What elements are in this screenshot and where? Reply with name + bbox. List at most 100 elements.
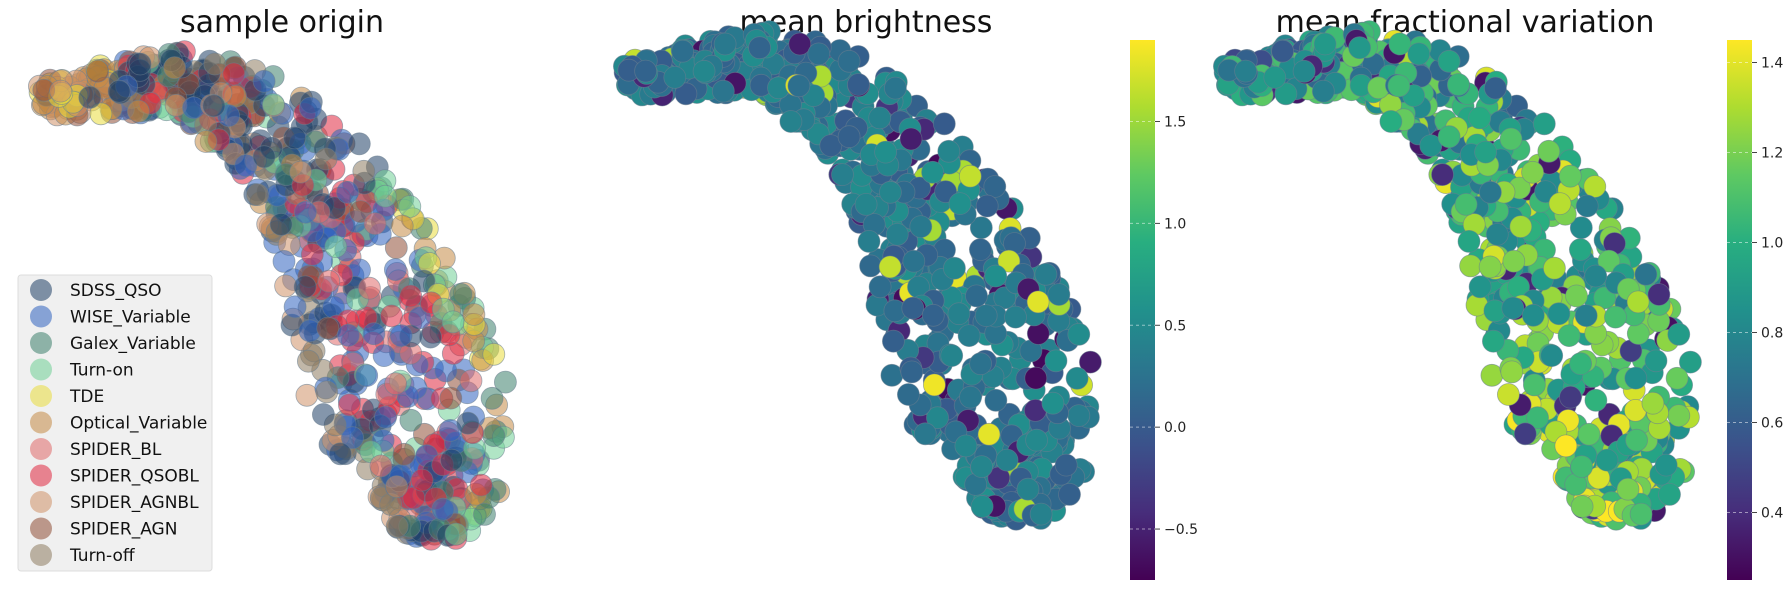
scatter-point-spider_qsobl xyxy=(410,468,434,492)
scatter-point xyxy=(926,406,949,430)
scatter-point xyxy=(948,192,972,216)
scatter-point xyxy=(1079,350,1102,374)
scatter-point xyxy=(1419,134,1443,158)
scatter-point xyxy=(923,373,946,397)
scatter-point xyxy=(1667,322,1691,346)
scatter-point xyxy=(1379,110,1403,133)
scatter-point-spider_qsobl xyxy=(380,304,403,328)
legend-marker xyxy=(30,279,52,301)
scatter-point xyxy=(1454,192,1478,216)
legend-label: Optical_Variable xyxy=(70,414,207,434)
scatter-point xyxy=(901,296,925,320)
colorbar-tick-label: 1.0 xyxy=(1164,216,1186,232)
scatter-point xyxy=(634,59,657,83)
scatter-point xyxy=(1644,349,1668,373)
scatter-point xyxy=(1584,264,1608,288)
colorbar-tick-label: 1.2 xyxy=(1761,146,1783,162)
scatter-point xyxy=(897,383,920,406)
scatter-point-spider_agnbl xyxy=(385,475,409,499)
scatter-point-sdss_qso xyxy=(419,325,442,349)
scatter-point xyxy=(878,255,902,279)
legend-label: Turn-on xyxy=(69,361,134,381)
scatter-point xyxy=(1595,448,1619,472)
scatter-point-galex_variable xyxy=(399,408,423,432)
scatter-point xyxy=(837,49,861,73)
scatter-point xyxy=(1626,290,1650,314)
scatter-point-spider_bl xyxy=(357,276,381,300)
scatter-point xyxy=(1468,106,1492,130)
scatter-point-optical_variable xyxy=(194,130,218,153)
scatter-point xyxy=(671,39,694,63)
scatter-point-spider_agn xyxy=(316,316,340,340)
scatter-point xyxy=(1509,215,1533,239)
scatter-point xyxy=(1500,360,1524,384)
scatter-point xyxy=(1054,453,1078,477)
scatter-point-sdss_qso xyxy=(311,403,335,426)
scatter-point xyxy=(1058,482,1081,506)
scatter-point xyxy=(1574,304,1598,328)
scatter-point xyxy=(713,32,737,56)
legend-label: Galex_Variable xyxy=(70,334,196,354)
scatter-point xyxy=(1044,349,1068,373)
legend-label: TDE xyxy=(69,387,104,407)
scatter-point xyxy=(1292,59,1316,83)
colorbar-tick-label: 0.0 xyxy=(1164,420,1186,436)
panel-title-mean-brightness: mean brightness xyxy=(740,5,993,40)
scatter-point xyxy=(1570,495,1594,518)
scatter-point-wise_variable xyxy=(362,322,386,346)
scatter-point xyxy=(1654,453,1678,477)
scatter-point-sdss_qso xyxy=(293,275,317,299)
legend-marker xyxy=(30,517,52,540)
scatter-point-spider_agnbl xyxy=(49,79,72,103)
scatter-point xyxy=(1478,255,1502,279)
scatter-point xyxy=(692,59,716,83)
scatter-point xyxy=(1513,422,1537,446)
scatter-point xyxy=(1482,329,1505,353)
scatter-point xyxy=(1004,305,1027,329)
scatter-point xyxy=(1634,262,1658,286)
scatter-point xyxy=(674,82,698,106)
scatter-point xyxy=(1041,391,1065,415)
scatter-point-turn-on xyxy=(261,93,285,116)
scatter-point-wise_variable xyxy=(374,405,397,429)
scatter-point xyxy=(1407,42,1431,66)
scatter-point-sdss_qso xyxy=(78,86,102,109)
scatter-point xyxy=(970,495,994,518)
scatter-point xyxy=(1597,249,1621,273)
scatter-point xyxy=(885,222,909,246)
scatter-point xyxy=(1641,391,1665,415)
scatter-point-spider_bl xyxy=(363,212,387,236)
colorbar-tick-label: 0.6 xyxy=(1761,416,1783,432)
scatter-point xyxy=(1647,283,1671,306)
scatter-point-sdss_qso xyxy=(412,269,436,293)
scatter-point xyxy=(868,275,892,299)
scatter-point xyxy=(1554,434,1578,458)
scatter-point xyxy=(854,192,878,216)
scatter-point-spider_bl xyxy=(384,372,408,396)
scatter-point xyxy=(940,344,964,368)
scatter-point xyxy=(819,134,843,158)
scatter-point-galex_variable xyxy=(493,370,517,394)
scatter-point-galex_variable xyxy=(482,424,506,448)
scatter-point xyxy=(868,106,892,130)
scatter-point xyxy=(1067,322,1091,346)
scatter-point-spider_agn xyxy=(439,386,463,410)
scatter-points-sample-origin xyxy=(28,40,517,551)
scatter-point xyxy=(663,66,687,89)
scatter-point xyxy=(1026,290,1050,314)
scatter-point-spider_qsobl xyxy=(337,393,361,417)
scatter-point-turn-off xyxy=(246,183,269,207)
legend-label: SPIDER_AGN xyxy=(70,520,177,540)
scatter-point xyxy=(1457,229,1481,253)
scatter-point xyxy=(977,422,1001,446)
scatter-point-galex_variable xyxy=(449,282,473,306)
legend-label: SPIDER_BL xyxy=(70,440,162,460)
scatter-point-wise_variable xyxy=(336,180,360,204)
scatter-point xyxy=(1569,238,1592,262)
scatter-point-tde xyxy=(89,102,113,126)
scatter-point xyxy=(1557,324,1581,348)
scatter-point xyxy=(1577,422,1601,446)
scatter-point xyxy=(1624,366,1648,390)
scatter-point xyxy=(997,249,1021,273)
scatter-point xyxy=(1313,32,1337,56)
